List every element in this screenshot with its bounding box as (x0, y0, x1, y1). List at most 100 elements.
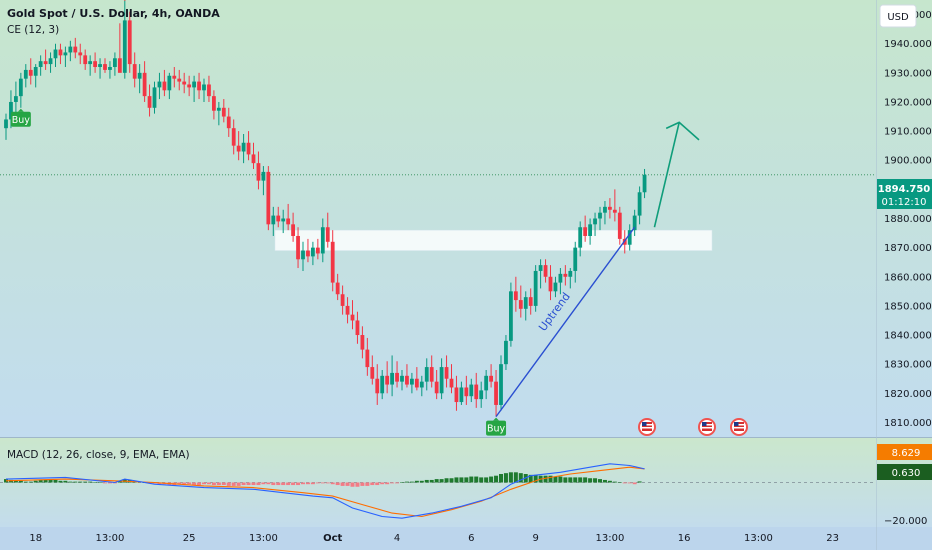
candle-body[interactable] (261, 171, 266, 181)
candle-body[interactable] (182, 81, 187, 85)
candle-body[interactable] (202, 84, 206, 91)
candle-body[interactable] (385, 375, 390, 385)
candle-body[interactable] (266, 171, 271, 225)
candle-body[interactable] (231, 128, 236, 146)
candle-body[interactable] (28, 69, 33, 76)
signal-sell-badge[interactable]: Sell (115, 0, 135, 1)
candle-body[interactable] (4, 119, 8, 129)
candle-body[interactable] (93, 61, 97, 68)
candle-body[interactable] (306, 250, 310, 257)
candle-body[interactable] (281, 218, 286, 222)
candle-body[interactable] (489, 375, 493, 382)
candle-body[interactable] (494, 381, 498, 405)
candle-body[interactable] (117, 58, 122, 73)
candle-body[interactable] (9, 101, 13, 120)
candle-body[interactable] (558, 273, 563, 283)
candle-body[interactable] (325, 227, 330, 242)
candle-body[interactable] (588, 224, 592, 236)
candle-body[interactable] (419, 381, 424, 388)
uptrend-line[interactable] (495, 226, 636, 418)
candle-body[interactable] (192, 81, 196, 88)
signal-buy-badge[interactable]: Buy (486, 417, 507, 436)
candle-body[interactable] (608, 206, 612, 210)
candle-body[interactable] (113, 58, 117, 68)
candle-body[interactable] (88, 61, 93, 65)
candle-body[interactable] (271, 215, 276, 225)
candle-body[interactable] (177, 78, 182, 82)
candle-body[interactable] (167, 75, 172, 91)
candle-body[interactable] (538, 265, 543, 271)
candle-body[interactable] (365, 349, 370, 368)
candle-body[interactable] (642, 174, 647, 193)
candle-body[interactable] (236, 145, 241, 152)
candle-body[interactable] (563, 273, 568, 277)
candle-body[interactable] (212, 96, 216, 111)
candle-body[interactable] (474, 384, 479, 400)
candle-body[interactable] (197, 81, 201, 91)
candle-body[interactable] (454, 387, 459, 403)
candle-body[interactable] (355, 320, 360, 336)
candle-body[interactable] (18, 78, 23, 97)
candle-body[interactable] (226, 116, 231, 129)
candle-body[interactable] (14, 96, 18, 102)
candle-body[interactable] (464, 387, 469, 397)
candle-body[interactable] (68, 46, 73, 53)
candle-body[interactable] (632, 215, 637, 231)
candle-body[interactable] (553, 282, 558, 292)
candle-body[interactable] (410, 378, 414, 385)
candle-body[interactable] (405, 375, 409, 385)
candle-body[interactable] (172, 75, 177, 79)
candle-body[interactable] (108, 67, 112, 70)
candle-body[interactable] (103, 64, 107, 70)
candle-body[interactable] (63, 52, 68, 56)
candle-body[interactable] (48, 58, 53, 65)
candle-body[interactable] (276, 215, 281, 222)
candle-body[interactable] (350, 314, 355, 321)
candle-body[interactable] (543, 265, 548, 277)
candle-body[interactable] (499, 364, 503, 405)
flag-icon[interactable] (730, 418, 748, 436)
currency-button[interactable]: USD (879, 4, 917, 28)
candle-body[interactable] (380, 375, 385, 394)
candle-body[interactable] (627, 230, 632, 245)
candle-body[interactable] (444, 367, 449, 379)
candle-body[interactable] (127, 20, 132, 65)
candle-body[interactable] (43, 61, 48, 65)
candle-body[interactable] (637, 192, 642, 216)
candle-body[interactable] (568, 270, 573, 277)
forecast-arrow[interactable] (653, 122, 680, 228)
candle-body[interactable] (484, 375, 489, 391)
candle-body[interactable] (147, 96, 152, 108)
candle-body[interactable] (573, 247, 578, 271)
candle-body[interactable] (157, 81, 162, 88)
candle-body[interactable] (533, 270, 538, 306)
candle-body[interactable] (162, 81, 167, 91)
candle-body[interactable] (33, 67, 38, 76)
candle-body[interactable] (603, 206, 607, 213)
candle-body[interactable] (23, 69, 28, 79)
candle-body[interactable] (296, 235, 300, 260)
candle-body[interactable] (434, 381, 439, 394)
candle-body[interactable] (221, 107, 226, 117)
candle-body[interactable] (330, 241, 335, 283)
candle-body[interactable] (449, 378, 454, 388)
support-zone[interactable] (274, 229, 713, 251)
candle-body[interactable] (301, 250, 305, 260)
candle-body[interactable] (251, 154, 256, 164)
candle-body[interactable] (429, 367, 434, 382)
flag-icon[interactable] (698, 418, 716, 436)
candle-body[interactable] (256, 163, 261, 181)
candle-body[interactable] (370, 367, 375, 379)
candle-body[interactable] (345, 305, 350, 315)
candle-body[interactable] (98, 64, 102, 68)
candle-body[interactable] (395, 372, 399, 382)
candle-body[interactable] (207, 84, 211, 97)
candle-body[interactable] (320, 227, 325, 254)
candle-body[interactable] (390, 372, 394, 385)
candle-body[interactable] (73, 46, 78, 53)
candle-body[interactable] (360, 335, 365, 350)
candle-body[interactable] (578, 227, 583, 248)
candle-body[interactable] (142, 72, 147, 97)
candle-body[interactable] (612, 209, 617, 213)
candle-body[interactable] (424, 367, 429, 382)
